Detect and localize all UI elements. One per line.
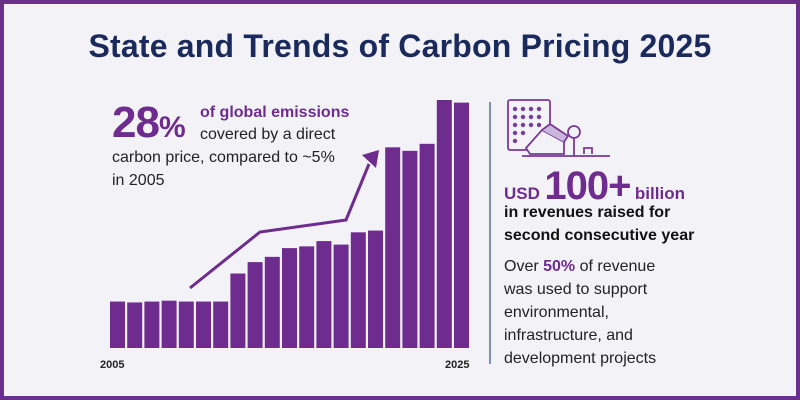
divider — [489, 102, 491, 364]
bar-2012 — [230, 273, 246, 348]
bar-2007 — [144, 301, 160, 348]
bar-2009 — [178, 301, 194, 348]
bar-2006 — [127, 302, 143, 348]
bar-2017 — [316, 241, 332, 348]
bar-2013 — [247, 262, 263, 348]
revenue-line-1: in revenues raised for — [504, 204, 671, 221]
revenue-line-2: second consecutive year — [504, 227, 695, 244]
bar-2024 — [436, 100, 452, 348]
coverage-unit: % — [158, 111, 186, 144]
revenue-value: 100+ — [544, 164, 631, 208]
bar-2016 — [299, 246, 315, 348]
x-tick-2005: 2005 — [100, 359, 124, 371]
bar-2011 — [213, 301, 229, 348]
bar-2018 — [333, 244, 349, 348]
revenue-suffix: billion — [634, 184, 685, 203]
trend-arrow — [189, 163, 371, 290]
usage-post: of revenue — [575, 258, 656, 275]
bar-2019 — [350, 232, 366, 348]
bar-2023 — [419, 143, 435, 348]
coverage-line-2: covered by a direct — [200, 126, 336, 143]
revenue-prefix: USD — [504, 184, 540, 203]
coverage-line-3: carbon price, compared to ~5% — [112, 149, 335, 166]
coverage-stat: 28% — [112, 98, 186, 148]
bar-2005 — [110, 301, 125, 348]
bar-2014 — [264, 256, 280, 348]
coverage-bar-chart: 2005 2025 — [100, 100, 469, 371]
bar-2021 — [385, 147, 401, 348]
revenue-stat: USD 100+ billion — [504, 164, 685, 209]
page-title: State and Trends of Carbon Pricing 2025 — [88, 28, 712, 64]
x-tick-2025: 2025 — [445, 359, 469, 371]
trend-arrow-head — [362, 150, 379, 168]
usage-line-2: was used to support — [504, 281, 648, 298]
usage-line-5: development projects — [504, 350, 657, 367]
bar-2010 — [196, 301, 211, 348]
bar-2015 — [282, 248, 297, 348]
bar-2025 — [454, 102, 469, 349]
coverage-value: 28 — [112, 98, 160, 147]
usage-highlight: 50% — [543, 258, 576, 275]
coverage-line-1: of global emissions — [200, 104, 350, 121]
usage-line-1: Over 50% of revenue — [504, 258, 655, 276]
coverage-line-4: in 2005 — [112, 172, 165, 189]
infographic: State and Trends of Carbon Pricing 2025 … — [4, 4, 796, 396]
bar-2020 — [368, 230, 383, 348]
bar-2022 — [402, 150, 418, 348]
usage-pre: Over — [504, 258, 544, 275]
building-house-solar-tree-icon — [507, 99, 610, 157]
usage-line-4: infrastructure, and — [504, 327, 633, 344]
bar-2008 — [161, 300, 177, 348]
usage-line-3: environmental, — [504, 304, 609, 321]
